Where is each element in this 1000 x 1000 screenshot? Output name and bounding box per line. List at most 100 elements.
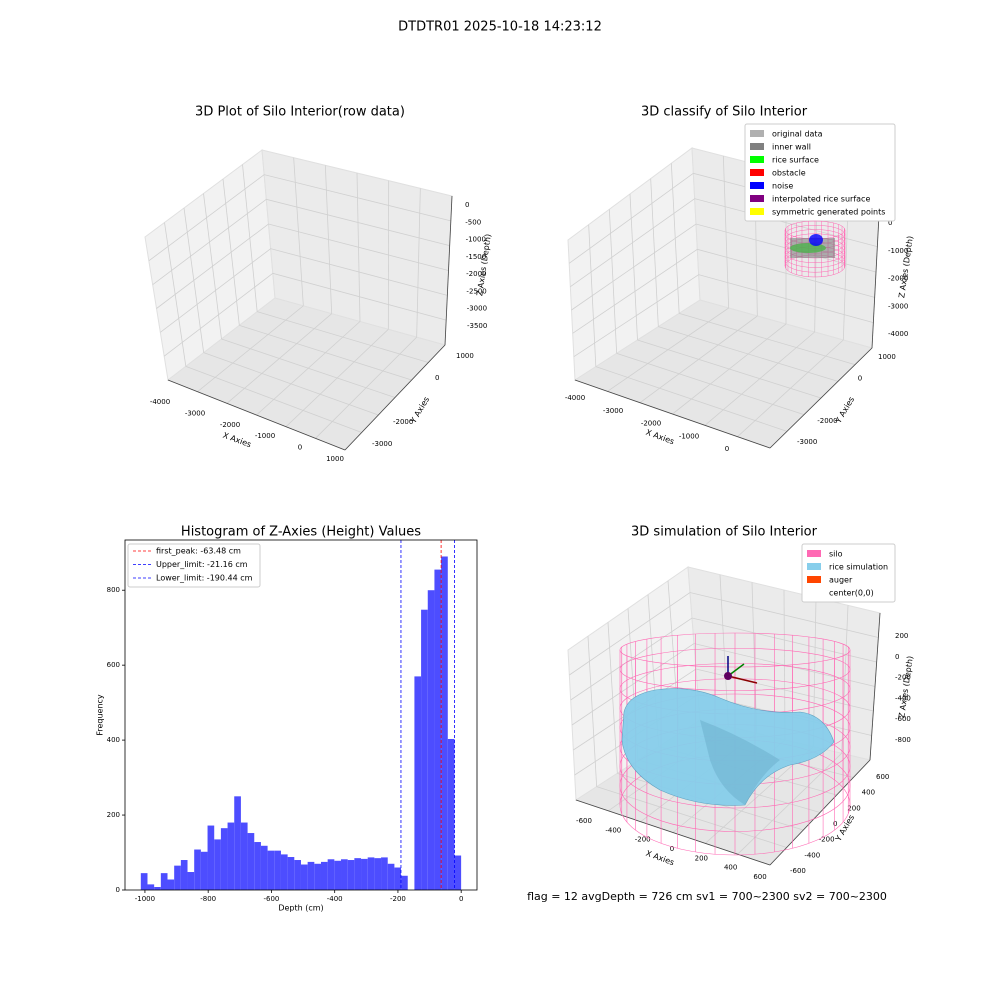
y-tick-label: -200 <box>819 836 835 844</box>
z-tick-label: -400 <box>895 694 911 702</box>
x-tick-label: -800 <box>200 895 216 903</box>
bar <box>140 873 148 890</box>
bar <box>300 864 308 890</box>
bar <box>394 867 402 890</box>
axis-label: Y Axies <box>408 395 431 425</box>
legend-box <box>127 543 261 588</box>
bar <box>347 860 355 890</box>
legend-swatch <box>750 208 764 215</box>
axes-3d: -4000 -3000 -2000 -1000 0 -3000 -2000 0 1000 0 -10… <box>565 105 915 454</box>
axis-line <box>574 379 771 449</box>
bar <box>434 569 442 890</box>
legend-label: center(0,0) <box>829 589 874 598</box>
y-tick-label: 1000 <box>878 353 896 361</box>
x-tick-label: 0 <box>670 845 674 853</box>
x-tick-label: -3000 <box>185 409 205 417</box>
y-tick-label: 600 <box>107 661 120 669</box>
legend-label: inner wall <box>772 143 811 152</box>
y-tick-label: 200 <box>847 804 860 812</box>
legend-swatch <box>750 195 764 202</box>
axis-line <box>769 759 871 866</box>
x-tick-label: 600 <box>753 873 766 881</box>
y-axis-label: Frequency <box>96 694 105 736</box>
z-tick-label: -1500 <box>466 253 486 261</box>
legend-swatch <box>807 563 821 570</box>
legend-label: first_peak: -63.48 cm <box>156 547 241 556</box>
center-marker <box>724 672 732 680</box>
axis-line <box>344 344 446 451</box>
bar <box>307 861 315 890</box>
legend-label: rice surface <box>772 156 819 165</box>
pane-grid <box>679 312 856 366</box>
x-tick-label: -400 <box>605 826 621 834</box>
x-tick-label: 1000 <box>326 455 344 463</box>
bar <box>187 872 195 890</box>
bar <box>247 833 255 890</box>
bar <box>267 850 275 890</box>
bar <box>254 842 261 890</box>
bar <box>367 857 375 890</box>
auger-axis <box>727 675 758 684</box>
bar <box>327 859 335 890</box>
bar <box>294 860 301 890</box>
x-tick-label: 0 <box>725 445 729 453</box>
bar <box>414 676 422 890</box>
legend-label: obstacle <box>772 169 806 178</box>
axis-label: Z Axies (Depth) <box>897 655 915 718</box>
bar <box>381 857 388 890</box>
z-tick-label: -2000 <box>888 275 908 283</box>
y-tick-label: -3000 <box>372 440 392 448</box>
x-axis-label: Depth (cm) <box>278 904 323 913</box>
axis-label: Y Axies <box>833 395 856 425</box>
legend-swatch <box>750 143 764 150</box>
axis-label: X Axies <box>645 428 676 447</box>
x-tick-label: -200 <box>635 836 651 844</box>
x-tick-label: 0 <box>459 895 463 903</box>
x-tick-label: -1000 <box>679 432 699 440</box>
bar <box>334 860 342 890</box>
legend-label: auger <box>829 576 853 585</box>
chart-title: 3D Plot of Silo Interior(row data) <box>195 105 405 120</box>
y-tick-label: -2000 <box>817 417 837 425</box>
bar <box>454 855 462 890</box>
bar <box>427 590 435 890</box>
z-tick-label: -600 <box>895 715 911 723</box>
x-tick-label: 200 <box>695 854 708 862</box>
axis-label: Z Axies (Depth) <box>897 235 915 298</box>
z-tick-label: 200 <box>895 632 908 640</box>
x-tick-label: -1000 <box>135 895 155 903</box>
bar <box>280 854 288 890</box>
z-tick-label: -3000 <box>888 302 908 310</box>
figure-title: DTDTR01 2025-10-18 14:23:12 <box>398 20 602 35</box>
axis-line <box>444 195 453 346</box>
x-tick-label: -1000 <box>255 432 275 440</box>
y-tick-label: 400 <box>107 736 120 744</box>
y-tick-label: 400 <box>862 789 875 797</box>
bar <box>167 879 175 890</box>
axes-3d: -4000 -3000 -2000 -1000 0 1000 -3000 -2000 0 1000… <box>144 105 493 463</box>
y-tick-label: 600 <box>876 773 889 781</box>
bar <box>320 861 328 890</box>
y-tick-label: 0 <box>116 886 120 894</box>
bar <box>421 609 428 890</box>
z-tick-label: -3000 <box>467 305 487 313</box>
plot-frame <box>124 539 478 891</box>
legend-swatch <box>750 130 764 137</box>
bar <box>227 822 235 890</box>
chart-title: 3D simulation of Silo Interior <box>631 525 818 540</box>
status-text: flag = 12 avgDepth = 726 cm sv1 = 700~23… <box>527 890 887 903</box>
z-tick-label: 0 <box>465 201 469 209</box>
x-tick-label: -600 <box>576 817 592 825</box>
bar <box>220 828 228 890</box>
x-tick-label: -4000 <box>565 394 585 402</box>
x-tick-label: 0 <box>298 444 302 452</box>
y-tick-label: 1000 <box>456 352 474 360</box>
noise-points <box>809 234 823 246</box>
legend-swatch <box>750 156 764 163</box>
bar <box>441 556 448 890</box>
y-tick-label: 800 <box>107 586 120 594</box>
legend-label: silo <box>829 550 843 559</box>
legend-swatch <box>807 576 821 583</box>
z-tick-label: -2000 <box>466 270 486 278</box>
